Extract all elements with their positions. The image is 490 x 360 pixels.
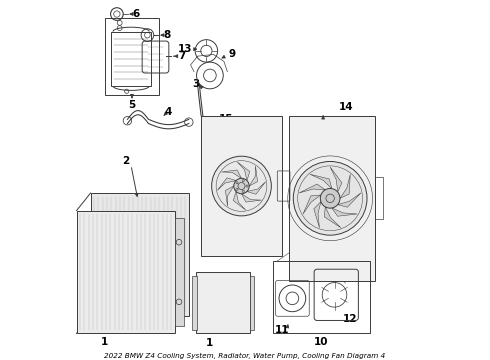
Text: 9: 9: [228, 49, 235, 59]
Bar: [196, 272, 250, 333]
Circle shape: [294, 161, 367, 235]
Text: 4: 4: [165, 107, 172, 117]
Polygon shape: [338, 193, 361, 207]
Bar: [201, 116, 282, 256]
Text: 13: 13: [178, 44, 193, 54]
Bar: [273, 261, 369, 333]
Polygon shape: [233, 192, 246, 210]
Polygon shape: [299, 184, 325, 193]
Text: 12: 12: [343, 314, 358, 324]
Circle shape: [320, 189, 340, 208]
Bar: [192, 275, 196, 330]
Text: 8: 8: [164, 30, 171, 40]
Polygon shape: [237, 162, 250, 181]
Polygon shape: [330, 167, 342, 192]
Bar: [175, 217, 184, 327]
Bar: [249, 275, 254, 330]
Text: 1: 1: [206, 338, 214, 348]
Bar: [111, 32, 151, 86]
Text: 6: 6: [133, 9, 140, 19]
Bar: [289, 116, 375, 281]
Polygon shape: [242, 194, 262, 202]
Polygon shape: [332, 208, 357, 216]
Bar: [76, 211, 175, 333]
Text: 5: 5: [128, 100, 136, 110]
Text: 2022 BMW Z4 Cooling System, Radiator, Water Pump, Cooling Fan Diagram 4: 2022 BMW Z4 Cooling System, Radiator, Wa…: [104, 353, 386, 359]
Bar: [375, 177, 383, 219]
Bar: [91, 193, 189, 316]
Text: 10: 10: [314, 337, 329, 347]
Polygon shape: [221, 170, 242, 178]
Polygon shape: [249, 166, 258, 186]
Bar: [104, 18, 159, 95]
Polygon shape: [314, 202, 321, 228]
Text: 1: 1: [101, 337, 108, 347]
Text: 2: 2: [122, 157, 129, 166]
Polygon shape: [247, 182, 266, 194]
Text: 7: 7: [178, 51, 185, 61]
Circle shape: [212, 156, 271, 216]
Text: 11: 11: [275, 325, 290, 335]
Polygon shape: [310, 174, 332, 189]
Polygon shape: [225, 186, 234, 206]
Polygon shape: [218, 178, 236, 190]
Polygon shape: [303, 195, 321, 214]
Polygon shape: [340, 174, 350, 198]
Text: 3: 3: [192, 79, 199, 89]
Text: 15: 15: [219, 114, 233, 123]
Text: 14: 14: [339, 102, 353, 112]
Polygon shape: [324, 207, 341, 228]
Circle shape: [234, 178, 249, 194]
